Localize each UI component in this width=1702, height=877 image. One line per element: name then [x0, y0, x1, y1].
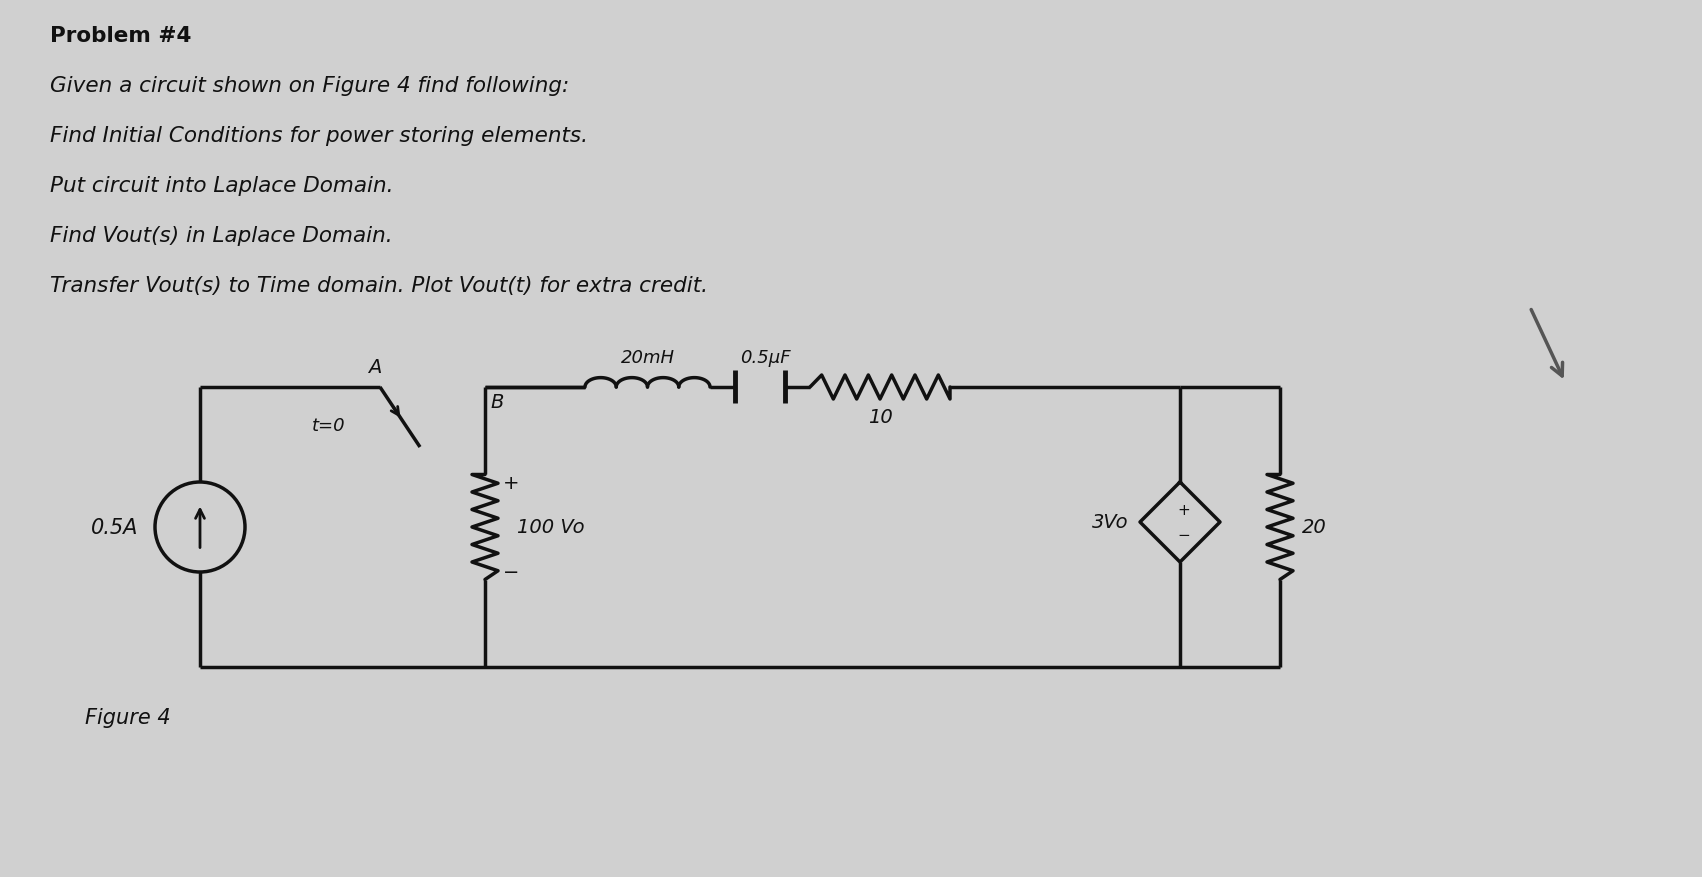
Text: 10: 10 [868, 408, 892, 427]
Text: 100 Vo: 100 Vo [517, 518, 584, 537]
Text: Find Vout(s) in Laplace Domain.: Find Vout(s) in Laplace Domain. [49, 225, 393, 246]
Text: Put circuit into Laplace Domain.: Put circuit into Laplace Domain. [49, 175, 393, 196]
Text: +: + [504, 474, 519, 493]
Text: −: − [1178, 528, 1190, 543]
Text: 0.5A: 0.5A [90, 517, 138, 538]
Text: 3Vo: 3Vo [1091, 513, 1128, 531]
Text: +: + [1178, 503, 1190, 518]
Text: t=0: t=0 [311, 417, 346, 434]
Text: Problem #4: Problem #4 [49, 26, 191, 46]
Text: Given a circuit shown on Figure 4 find following:: Given a circuit shown on Figure 4 find f… [49, 76, 568, 96]
Text: Transfer Vout(s) to Time domain. Plot Vout(t) for extra credit.: Transfer Vout(s) to Time domain. Plot Vo… [49, 275, 708, 296]
Text: A: A [368, 358, 381, 377]
Text: Figure 4: Figure 4 [85, 707, 170, 727]
Text: 20mH: 20mH [621, 348, 674, 367]
Text: Find Initial Conditions for power storing elements.: Find Initial Conditions for power storin… [49, 126, 587, 146]
Text: −: − [504, 562, 519, 581]
Text: B: B [490, 393, 504, 412]
Text: 20: 20 [1302, 518, 1328, 537]
Text: 0.5μF: 0.5μF [740, 348, 790, 367]
